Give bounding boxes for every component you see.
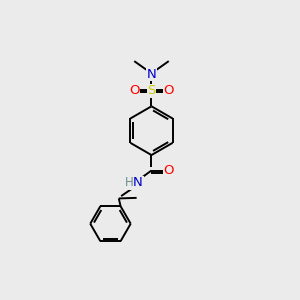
Text: O: O [164,84,174,98]
Text: N: N [147,68,156,81]
Text: N: N [133,176,143,190]
Text: S: S [147,84,156,98]
Text: O: O [129,84,140,98]
Text: H: H [125,176,134,190]
Text: O: O [164,164,174,177]
